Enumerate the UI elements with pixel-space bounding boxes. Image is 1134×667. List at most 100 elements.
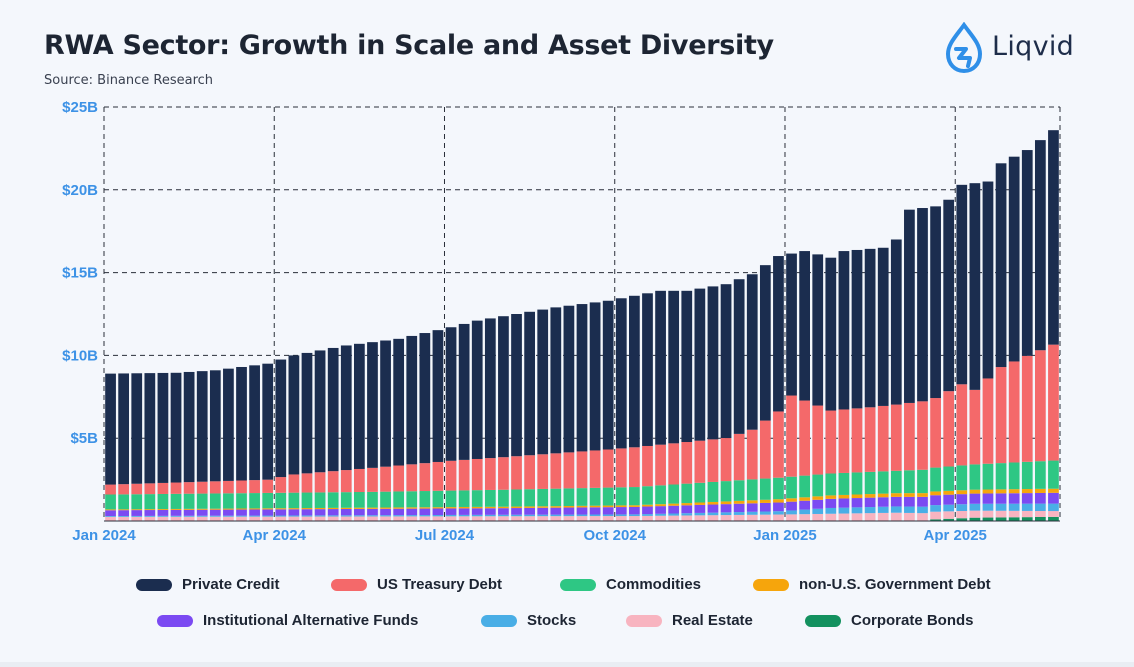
bar-segment-commodities <box>223 493 234 509</box>
bar-segment-institutional-alternative-funds <box>825 498 837 508</box>
bar-segment-us-treasury-debt <box>301 473 313 493</box>
bar-segment-non-u-s-government-debt <box>380 507 391 509</box>
legend-swatch <box>805 614 841 627</box>
bar-segment-us-treasury-debt <box>170 482 182 494</box>
bar-segment-us-treasury-debt <box>576 451 588 489</box>
bar-segment-commodities <box>118 494 130 510</box>
bar-segment-non-u-s-government-debt <box>773 499 784 503</box>
bar-segment-institutional-alternative-funds <box>563 507 575 515</box>
bar-segment-private-credit <box>419 333 431 464</box>
legend-label: Stocks <box>527 612 577 629</box>
bar-segment-commodities <box>838 472 850 495</box>
bar-segment-stocks <box>301 515 313 517</box>
bar-segment-non-u-s-government-debt <box>196 508 208 510</box>
bar-segment-non-u-s-government-debt <box>733 500 745 504</box>
bar-segment-private-credit <box>969 183 981 390</box>
bar-segment-real-estate <box>707 515 719 521</box>
bar-segment-us-treasury-debt <box>484 458 496 490</box>
bar-segment-private-credit <box>890 239 902 405</box>
bar-segment-us-treasury-debt <box>105 484 116 495</box>
bar-segment-non-u-s-government-debt <box>746 500 758 504</box>
bar-segment-us-treasury-debt <box>275 477 287 493</box>
legend-item-non-u-s-government-debt: non-U.S. Government Debt <box>753 576 991 593</box>
bar-segment-private-credit <box>615 298 627 449</box>
bar-segment-private-credit <box>406 335 418 465</box>
bar-segment-commodities <box>550 488 562 507</box>
bar-segment-us-treasury-debt <box>406 464 418 492</box>
bar-segment-commodities <box>393 491 405 508</box>
bar-segment-stocks <box>1034 503 1046 511</box>
bar-segment-commodities <box>786 476 797 499</box>
bar-segment-institutional-alternative-funds <box>969 493 981 504</box>
bar-segment-real-estate <box>629 516 640 521</box>
bar-segment-institutional-alternative-funds <box>367 508 378 516</box>
bar-segment-us-treasury-debt <box>393 465 405 492</box>
bar-segment-institutional-alternative-funds <box>118 510 130 516</box>
bar-segment-institutional-alternative-funds <box>995 493 1007 504</box>
bar-segment-commodities <box>432 490 444 508</box>
bar-segment-real-estate <box>904 512 915 521</box>
bar-segment-commodities <box>196 493 208 509</box>
bar-segment-stocks <box>733 512 745 515</box>
bar-segment-commodities <box>904 470 915 494</box>
bar-segment-commodities <box>943 466 955 491</box>
bar-segment-stocks <box>458 514 470 517</box>
bar-segment-commodities <box>668 484 680 504</box>
bar-segment-us-treasury-debt <box>943 391 955 467</box>
bar-segment-real-estate <box>498 516 509 521</box>
bar-segment-us-treasury-debt <box>445 460 457 491</box>
bar-segment-commodities <box>262 492 274 509</box>
bar-segment-real-estate <box>668 515 680 521</box>
bar-segment-commodities <box>445 490 457 508</box>
bar-segment-us-treasury-debt <box>838 409 850 473</box>
bar-segment-real-estate <box>537 516 549 521</box>
legend-label: non-U.S. Government Debt <box>799 576 991 593</box>
bar-segment-institutional-alternative-funds <box>406 508 418 516</box>
bar-segment-corporate-bonds <box>1034 517 1046 521</box>
bar-segment-us-treasury-debt <box>367 467 378 492</box>
bar-segment-real-estate <box>354 516 365 521</box>
bar-segment-commodities <box>890 470 902 494</box>
bar-segment-non-u-s-government-debt <box>786 498 797 502</box>
bar-segment-private-credit <box>864 248 876 408</box>
bar-segment-institutional-alternative-funds <box>904 496 915 507</box>
bar-segment-non-u-s-government-debt <box>930 491 941 496</box>
bar-segment-private-credit <box>340 345 352 471</box>
bar-segment-private-credit <box>209 370 221 482</box>
bar-segment-real-estate <box>969 510 981 518</box>
legend-swatch <box>560 578 596 591</box>
bar-segment-us-treasury-debt <box>223 480 234 494</box>
bar-segment-institutional-alternative-funds <box>288 509 300 516</box>
bar-segment-institutional-alternative-funds <box>537 507 549 515</box>
legend-label: Private Credit <box>182 576 280 593</box>
bar-segment-institutional-alternative-funds <box>511 508 522 515</box>
bar-segment-us-treasury-debt <box>655 444 666 486</box>
bar-segment-commodities <box>1048 460 1059 489</box>
bar-segment-us-treasury-debt <box>681 442 693 484</box>
bar-segment-us-treasury-debt <box>1021 355 1033 462</box>
bar-segment-stocks <box>471 514 483 517</box>
bar-segment-non-u-s-government-debt <box>327 507 339 510</box>
bar-segment-commodities <box>419 491 431 508</box>
bar-segment-institutional-alternative-funds <box>432 508 444 515</box>
bar-segment-non-u-s-government-debt <box>615 505 627 508</box>
chart-source: Source: Binance Research <box>44 73 214 88</box>
bar-segment-institutional-alternative-funds <box>668 505 680 514</box>
legend-item-stocks: Stocks <box>481 612 576 629</box>
bar-segment-institutional-alternative-funds <box>917 496 928 507</box>
bar-segment-non-u-s-government-debt <box>720 501 732 505</box>
bar-segment-real-estate <box>1021 510 1033 518</box>
bar-segment-private-credit <box>694 288 706 441</box>
bar-segment-private-credit <box>275 359 287 478</box>
bar-segment-private-credit <box>301 352 313 474</box>
bar-segment-private-credit <box>930 206 941 399</box>
bar-segment-real-estate <box>956 511 968 519</box>
bar-segment-stocks <box>131 515 143 517</box>
bar-segment-non-u-s-government-debt <box>131 509 143 511</box>
bar-segment-non-u-s-government-debt <box>1048 488 1059 493</box>
bar-segment-non-u-s-government-debt <box>799 497 810 501</box>
bar-segment-real-estate <box>157 516 169 521</box>
bar-segment-commodities <box>930 467 941 492</box>
legend-swatch <box>136 578 172 591</box>
bar-segment-stocks <box>838 507 850 514</box>
